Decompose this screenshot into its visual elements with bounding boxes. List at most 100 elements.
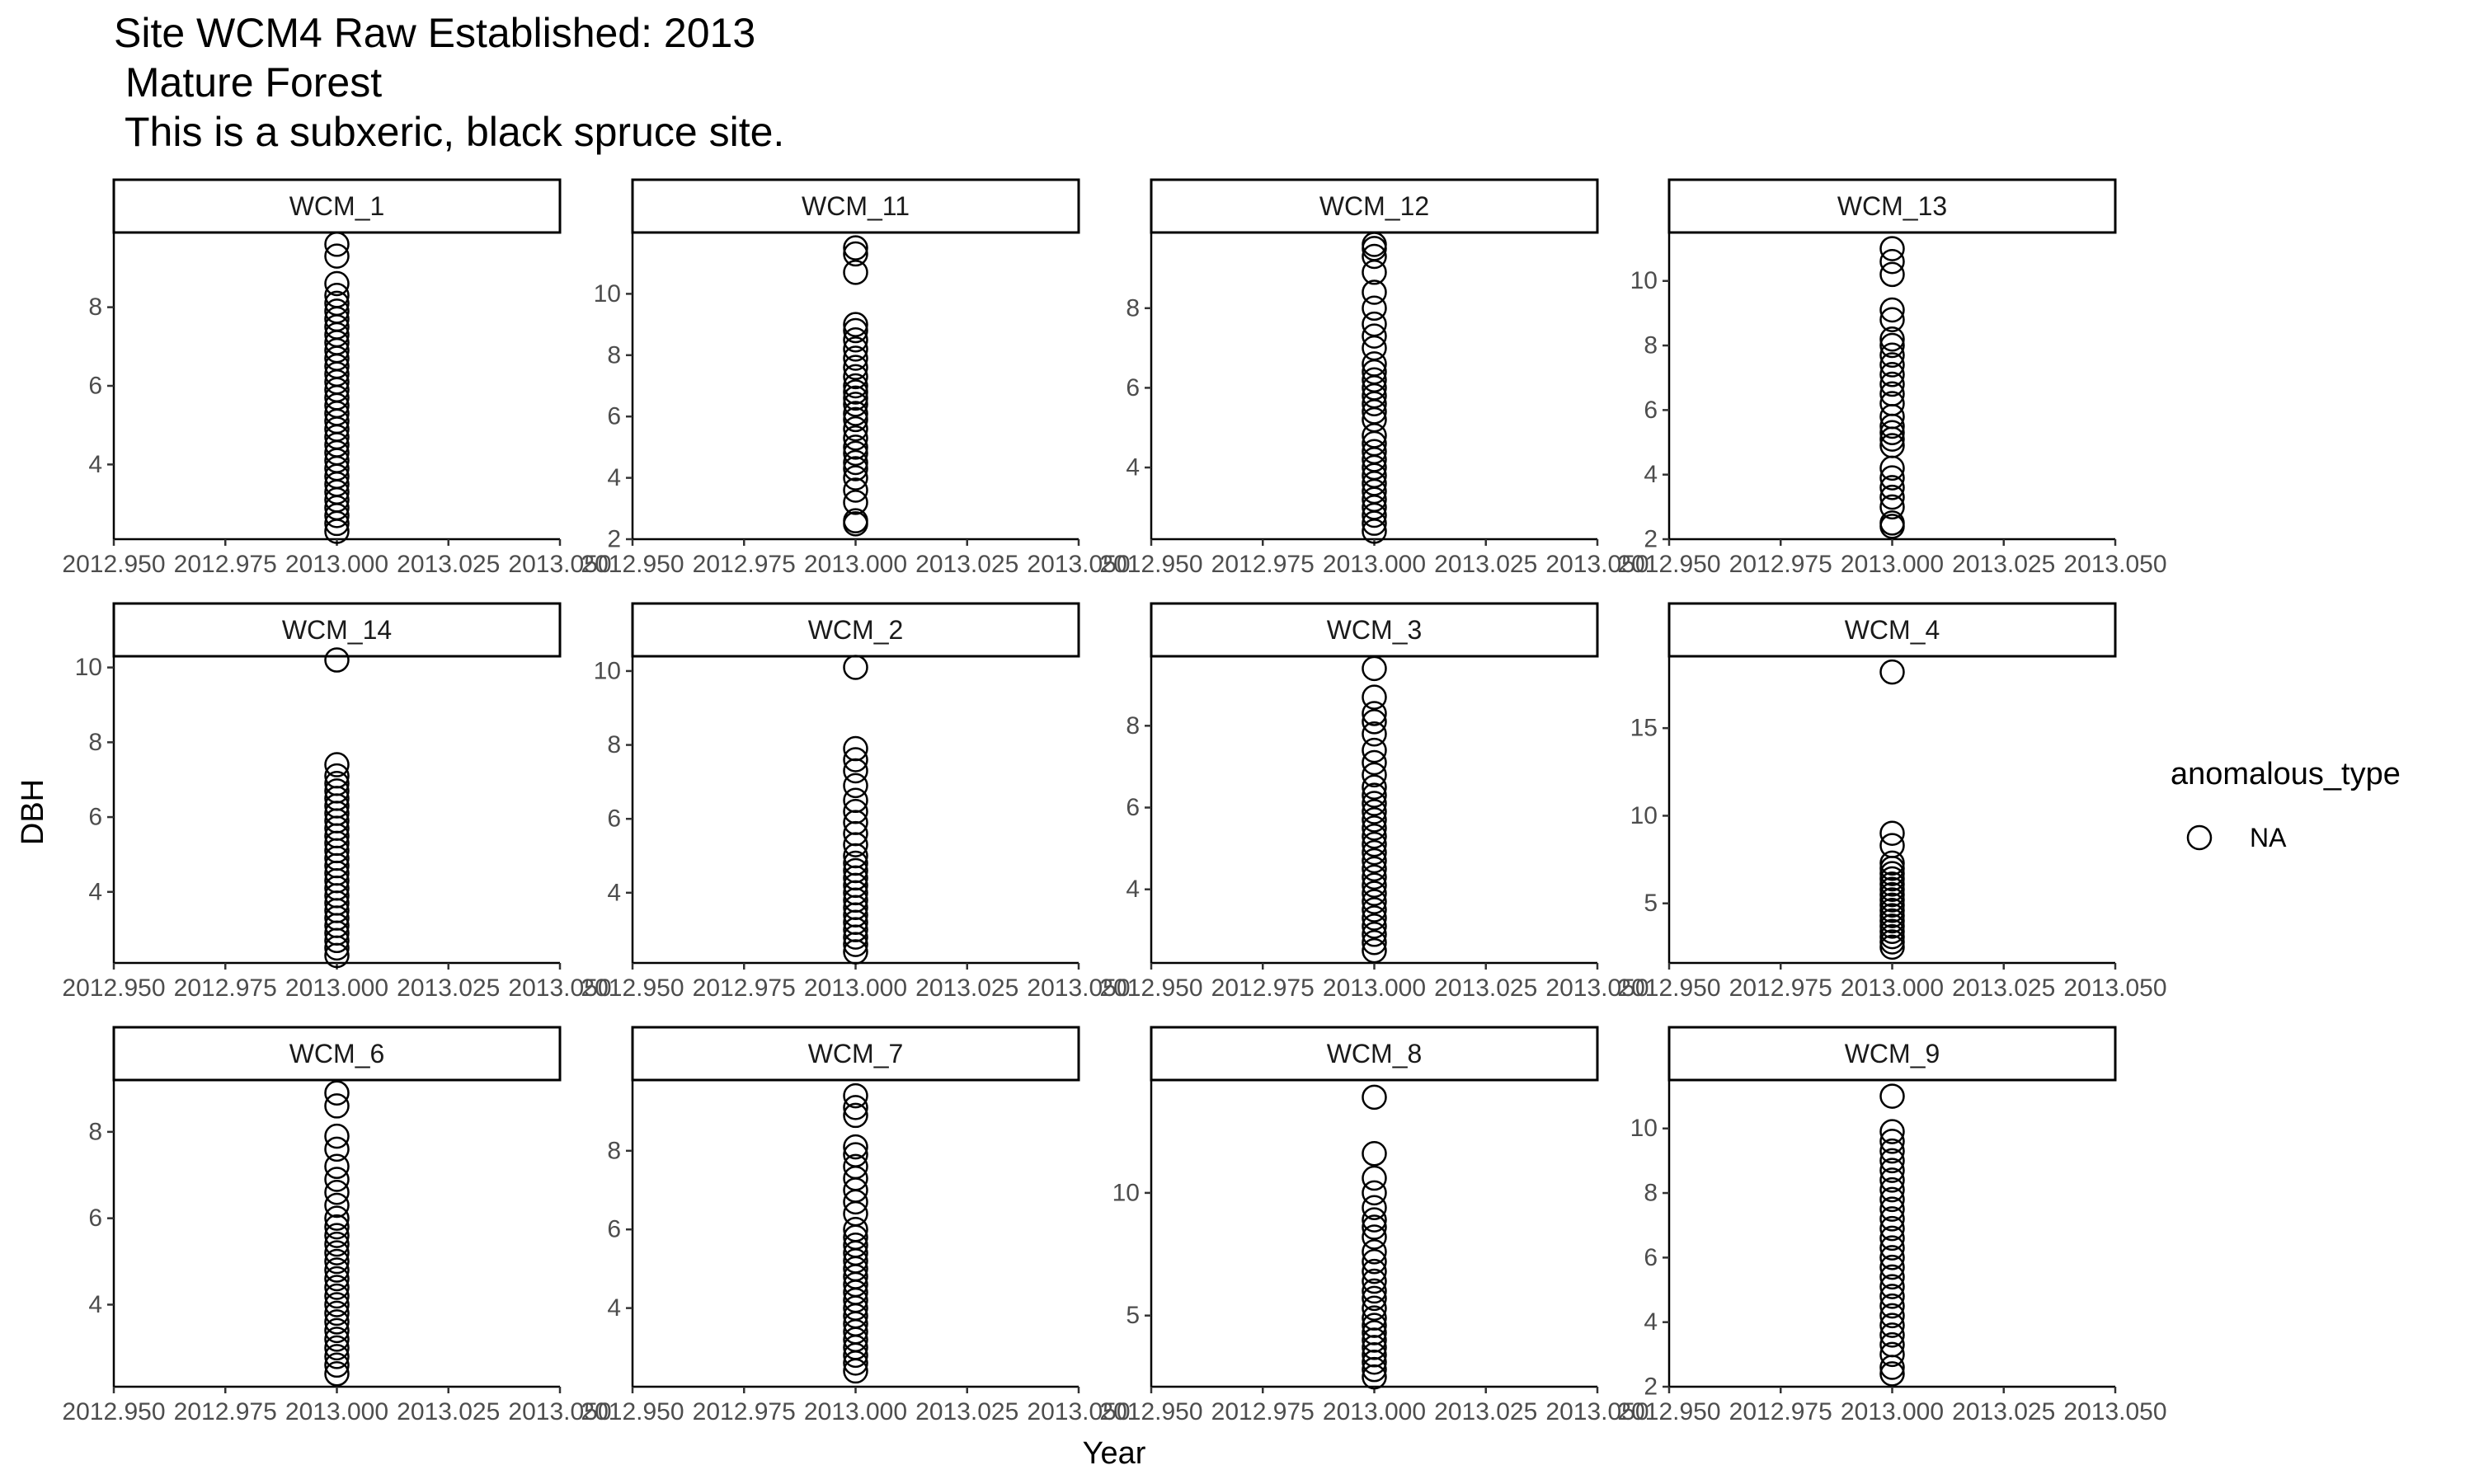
data-point xyxy=(1879,352,1905,378)
y-tick-label: 4 xyxy=(607,464,621,491)
y-tick-label: 2 xyxy=(1644,1374,1658,1401)
data-point xyxy=(1879,381,1905,407)
data-point xyxy=(324,1248,350,1275)
data-point xyxy=(1362,823,1387,849)
data-point xyxy=(1879,903,1905,928)
data-point xyxy=(1362,1165,1387,1191)
data-point xyxy=(1879,1293,1905,1319)
data-point xyxy=(324,1214,350,1240)
data-point xyxy=(1879,1355,1905,1380)
legend: anomalous_type NA xyxy=(2171,757,2401,852)
x-tick-label: 2013.050 xyxy=(1027,551,1130,578)
x-tick-label: 2013.000 xyxy=(1841,974,1944,1002)
y-tick-label: 6 xyxy=(1644,1244,1658,1271)
y-tick-label: 6 xyxy=(88,804,102,831)
data-point xyxy=(1362,1084,1387,1111)
y-tick-label: 10 xyxy=(594,657,621,684)
chart-title-line-2: Mature Forest xyxy=(114,59,383,106)
x-tick-label: 2012.975 xyxy=(1729,551,1832,578)
data-point xyxy=(1362,1141,1387,1167)
data-point xyxy=(324,1309,350,1335)
x-tick-label: 2013.050 xyxy=(508,551,611,578)
data-point xyxy=(1879,1274,1905,1299)
data-point xyxy=(1362,1285,1387,1312)
chart-title-line-1: Site WCM4 Raw Established: 2013 xyxy=(114,10,756,56)
facet-strip xyxy=(1150,178,1599,234)
x-tick-label: 2012.950 xyxy=(581,1398,684,1425)
data-point xyxy=(1362,856,1387,882)
data-point xyxy=(1879,342,1905,369)
data-point xyxy=(1879,1206,1905,1232)
data-point xyxy=(1362,1214,1387,1240)
data-point xyxy=(1362,279,1387,305)
data-point xyxy=(1362,774,1387,800)
data-point xyxy=(1879,1176,1905,1203)
data-point xyxy=(324,1266,350,1292)
data-point xyxy=(1362,1224,1387,1250)
data-point xyxy=(843,355,868,380)
panel-wcm-1: WCM_1 4 6 8 2012.950 2012.975 2013.000 2013.025… xyxy=(62,178,612,578)
data-point xyxy=(1879,1235,1905,1261)
x-tick-label: 2013.025 xyxy=(915,974,1018,1002)
x-tick-label: 2013.025 xyxy=(397,974,500,1002)
data-point xyxy=(843,747,868,773)
data-point xyxy=(1879,833,1905,858)
data-point xyxy=(1879,1225,1905,1252)
data-point xyxy=(1879,892,1905,918)
panel-wcm-13: WCM_13 2 4 6 8 10 2012.950 2012.975 2013.000 2013… xyxy=(1617,178,2167,578)
panel-wcm-9: WCM_9 2 4 6 8 10 2012.950 2012.975 2013.000 2013.… xyxy=(1617,1026,2167,1425)
y-tick-label: 4 xyxy=(88,451,102,478)
data-point xyxy=(843,1082,868,1109)
data-point xyxy=(1362,905,1387,931)
data-point xyxy=(1362,1268,1387,1294)
facet-strip xyxy=(1150,1026,1599,1082)
x-tick-label: 2013.025 xyxy=(397,1398,500,1425)
y-tick-label: 4 xyxy=(88,1291,102,1318)
y-tick-label: 10 xyxy=(75,654,102,681)
x-tick-label: 2013.025 xyxy=(1952,551,2055,578)
y-tick-label: 6 xyxy=(1126,794,1140,821)
y-tick-label: 8 xyxy=(1644,1180,1658,1207)
data-point xyxy=(1879,820,1905,846)
x-tick-label: 2013.000 xyxy=(285,551,388,578)
data-point xyxy=(1879,391,1905,416)
data-point xyxy=(324,1179,350,1205)
panel-wcm-2: WCM_2 4 6 8 10 2012.950 2012.975 2013.000 2013.0… xyxy=(581,602,1131,1002)
x-tick-label: 2013.050 xyxy=(508,974,611,1002)
facet-strip xyxy=(1667,602,2117,658)
y-tick-label: 4 xyxy=(1126,876,1140,903)
panel-wcm-6: WCM_6 4 6 8 2012.950 2012.975 2013.000 2013.025… xyxy=(62,1026,612,1425)
data-point xyxy=(1879,908,1905,934)
y-tick-label: 8 xyxy=(607,1137,621,1164)
data-point xyxy=(843,312,868,337)
x-tick-label: 2013.000 xyxy=(1323,551,1426,578)
data-point xyxy=(1362,799,1387,824)
data-point xyxy=(1879,861,1905,886)
data-point xyxy=(1879,484,1905,510)
data-point xyxy=(1879,1331,1905,1358)
x-tick-label: 2013.025 xyxy=(915,1398,1018,1425)
data-point xyxy=(843,449,868,476)
facet-strip-label: WCM_9 xyxy=(1845,1039,1940,1068)
y-tick-label: 10 xyxy=(1630,1115,1658,1142)
data-point xyxy=(1362,232,1387,257)
y-tick-label: 8 xyxy=(88,1118,102,1145)
x-tick-label: 2012.950 xyxy=(62,1398,165,1425)
facet-strip xyxy=(631,178,1080,234)
x-tick-label: 2012.950 xyxy=(1617,1398,1720,1425)
data-point xyxy=(1362,749,1387,776)
y-tick-label: 4 xyxy=(1126,454,1140,481)
data-point xyxy=(324,243,350,269)
x-tick-label: 2012.950 xyxy=(1617,551,1720,578)
data-point xyxy=(1879,1313,1905,1338)
data-point xyxy=(843,787,868,814)
data-point xyxy=(843,336,868,362)
data-point xyxy=(1879,1196,1905,1222)
x-tick-label: 2013.050 xyxy=(1545,974,1649,1002)
panel-wcm-8: WCM_8 5 10 2012.950 2012.975 2013.000 2013.025… xyxy=(1099,1026,1649,1425)
data-point xyxy=(1879,248,1905,275)
data-point xyxy=(843,735,868,762)
data-point xyxy=(324,1231,350,1257)
chart-title: Site WCM4 Raw Established: 2013 Mature F… xyxy=(114,8,784,157)
